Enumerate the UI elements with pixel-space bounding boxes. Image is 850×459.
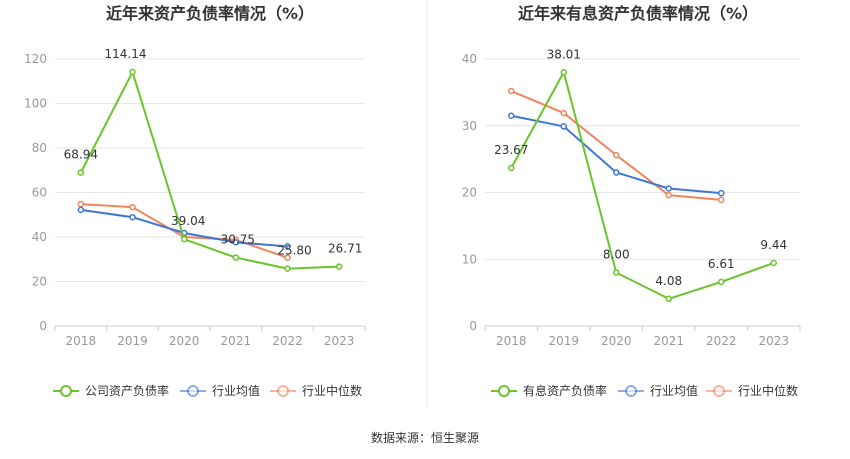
legend-label: 有息资产负债率 [523,383,607,398]
legend-swatch-marker [187,385,199,397]
data-label: 4.08 [655,274,682,288]
data-label: 23.67 [494,143,528,157]
data-point [665,295,672,303]
data-point [77,200,85,208]
data-point [665,185,672,192]
x-tick-label: 2019 [548,334,579,348]
data-point [665,191,672,199]
series-line [79,71,340,270]
y-tick-label: 40 [462,52,477,66]
y-tick-label: 40 [32,230,47,244]
data-point [335,263,343,270]
data-point [613,269,620,276]
data-point [508,164,515,172]
data-point [284,243,291,250]
x-tick-label: 2020 [601,334,632,348]
data-label: 6.61 [708,257,735,271]
legend-label: 行业均值 [650,383,698,398]
data-point [284,265,291,272]
y-tick-label: 20 [462,186,477,200]
legend-swatch-marker [498,385,510,397]
x-tick-label: 2020 [169,334,200,348]
legend-label: 行业中位数 [738,383,798,398]
chart-title: 近年来资产负债率情况（%） [106,4,314,23]
y-tick-label: 120 [24,52,47,66]
data-point [129,213,136,221]
y-tick-label: 30 [462,119,477,133]
y-tick-label: 100 [24,97,47,111]
x-tick-label: 2018 [496,334,527,348]
data-point [77,206,85,214]
x-tick-label: 2022 [706,334,737,348]
series-line [510,90,722,201]
data-label: 9.44 [760,238,787,252]
legend-label: 公司资产负债率 [85,383,169,398]
x-tick-label: 2023 [758,334,789,348]
data-point [613,151,620,159]
data-point [508,87,515,95]
data-label: 26.71 [328,242,362,256]
legend-swatch-marker [277,385,289,397]
data-point [232,239,240,246]
data-point [77,169,85,176]
data-label: 30.75 [221,233,255,247]
x-tick-label: 2021 [653,334,684,348]
series-line [510,71,775,300]
data-label: 25.80 [277,244,311,258]
data-point [129,68,136,76]
y-tick-label: 0 [469,319,477,333]
data-point [180,235,188,243]
data-point [613,169,620,176]
data-label: 38.01 [547,47,581,61]
data-label: 68.94 [64,148,98,162]
chart-interest-bearing-debt-ratio: 近年来有息资产负债率情况（%） 0 10 20 30 40 2018 2019 2020 2021… [462,4,801,398]
data-point [129,203,136,211]
chart-title: 近年来有息资产负债率情况（%） [518,4,758,23]
y-tick-label: 20 [32,275,47,289]
data-label: 8.00 [603,248,630,262]
x-tick-label: 2019 [117,334,148,348]
source-text: 数据来源：恒生聚源 [371,430,479,445]
legend-swatch-marker [60,385,72,397]
y-tick-label: 60 [32,186,47,200]
x-tick-label: 2023 [324,334,355,348]
data-label: 114.14 [105,47,147,61]
data-point [770,259,777,267]
x-tick-label: 2018 [66,334,97,348]
data-point [232,254,240,261]
legend-swatch-marker [625,385,637,397]
data-point [718,189,725,197]
y-tick-label: 0 [39,319,47,333]
y-tick-label: 80 [32,141,47,155]
data-point [560,123,567,130]
chart-debt-ratio: 近年来资产负债率情况（%） 0 20 40 60 80 100 120 2018 2019 2020… [24,4,366,398]
legend-label: 行业中位数 [302,383,362,398]
legend-swatch-marker [713,385,725,397]
data-point [508,112,515,119]
y-tick-label: 10 [462,252,477,266]
data-point [560,109,567,117]
x-tick-label: 2022 [272,334,303,348]
data-point [718,196,725,204]
legend-label: 行业均值 [212,383,260,398]
data-label: 39.04 [171,214,205,228]
data-point [284,254,291,261]
data-point [718,278,725,286]
data-point [560,69,567,76]
x-tick-label: 2021 [221,334,252,348]
